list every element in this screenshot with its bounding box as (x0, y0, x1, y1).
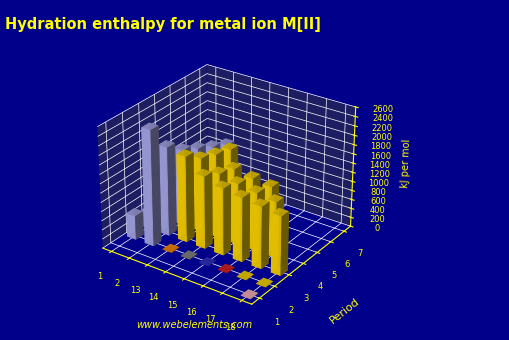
Y-axis label: Period: Period (328, 296, 361, 326)
Text: www.webelements.com: www.webelements.com (135, 320, 251, 330)
Text: Hydration enthalpy for metal ion M[II]: Hydration enthalpy for metal ion M[II] (5, 17, 320, 32)
